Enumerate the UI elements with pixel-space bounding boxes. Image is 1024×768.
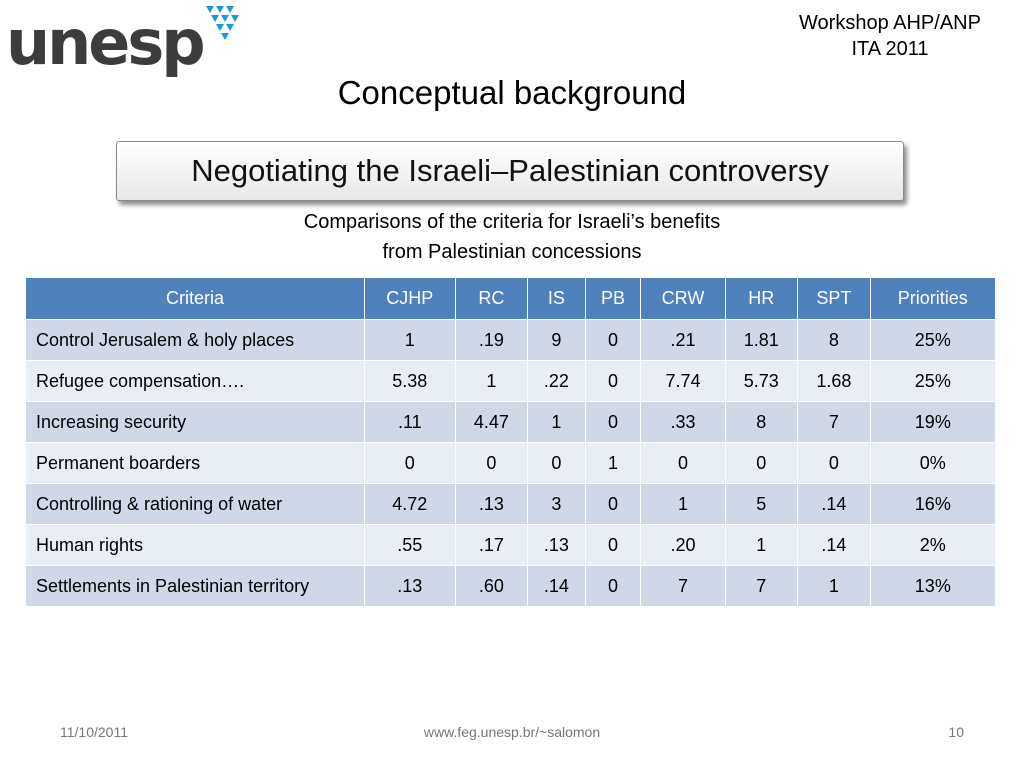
workshop-line-1: Workshop AHP/ANP	[799, 12, 981, 34]
col-header-priorities: Priorities	[869, 277, 997, 320]
cell-rc: .17	[454, 524, 529, 566]
cell-pb: 0	[584, 319, 642, 361]
caption-line-1: Comparisons of the criteria for Israeli’…	[303, 211, 721, 233]
cell-rc: .60	[454, 565, 529, 607]
cell-rc: 1	[454, 360, 529, 402]
cell-spt: 7	[797, 401, 871, 443]
cell-pb: 1	[584, 442, 642, 484]
slide-title: Conceptual background	[337, 74, 687, 111]
cell-crw: 7	[640, 565, 726, 607]
cell-hr: 0	[724, 442, 799, 484]
cell-priority: 25%	[869, 360, 997, 402]
cell-cjhp: 1	[364, 319, 456, 361]
slide-number: 10	[948, 724, 964, 740]
cell-rc: .13	[454, 483, 529, 525]
cell-spt: 0	[797, 442, 871, 484]
row-criteria: Refugee compensation….	[25, 360, 365, 402]
table-caption: Comparisons of the criteria for Israeli’…	[0, 207, 1024, 267]
col-header-criteria: Criteria	[25, 277, 365, 320]
table-row: Settlements in Palestinian territory .13…	[25, 565, 997, 607]
footer-date: 11/10/2011	[60, 724, 128, 740]
row-criteria: Controlling & rationing of water	[25, 483, 365, 525]
table-header-row: Criteria CJHP RC IS PB CRW HR SPT Priori…	[25, 277, 997, 320]
col-header-is: IS	[527, 277, 586, 320]
table-row: Control Jerusalem & holy places 1 .19 9 …	[25, 319, 997, 361]
topic-banner: Negotiating the Israeli–Palestinian cont…	[116, 141, 904, 201]
row-criteria: Control Jerusalem & holy places	[25, 319, 365, 361]
cell-rc: 0	[454, 442, 529, 484]
cell-priority: 13%	[869, 565, 997, 607]
cell-cjhp: .11	[364, 401, 456, 443]
row-criteria: Settlements in Palestinian territory	[25, 565, 365, 607]
table-row: Refugee compensation…. 5.38 1 .22 0 7.74…	[25, 360, 997, 402]
cell-hr: 7	[724, 565, 799, 607]
cell-hr: 1.81	[724, 319, 799, 361]
col-header-hr: HR	[724, 277, 799, 320]
caption-line-2: from Palestinian concessions	[382, 241, 642, 263]
cell-hr: 1	[724, 524, 799, 566]
cell-crw: .20	[640, 524, 726, 566]
cell-is: .14	[527, 565, 586, 607]
workshop-label: Workshop AHP/ANP ITA 2011	[770, 10, 1010, 62]
cell-pb: 0	[584, 360, 642, 402]
cell-is: 9	[527, 319, 586, 361]
cell-spt: 1.68	[797, 360, 871, 402]
cell-is: .13	[527, 524, 586, 566]
cell-priority: 16%	[869, 483, 997, 525]
cell-is: 0	[527, 442, 586, 484]
banner-text: Negotiating the Israeli–Palestinian cont…	[191, 153, 829, 188]
cell-cjhp: 0	[364, 442, 456, 484]
comparison-table: Criteria CJHP RC IS PB CRW HR SPT Priori…	[25, 277, 997, 607]
logo-triangles-icon	[206, 6, 239, 40]
unesp-logo: unesp	[6, 4, 246, 84]
cell-hr: 5.73	[724, 360, 799, 402]
cell-crw: 7.74	[640, 360, 726, 402]
cell-spt: .14	[797, 483, 871, 525]
cell-pb: 0	[584, 401, 642, 443]
cell-rc: .19	[454, 319, 529, 361]
cell-spt: 8	[797, 319, 871, 361]
cell-pb: 0	[584, 524, 642, 566]
table-row: Permanent boarders 0 0 0 1 0 0 0 0%	[25, 442, 997, 484]
cell-crw: 1	[640, 483, 726, 525]
cell-priority: 0%	[869, 442, 997, 484]
cell-pb: 0	[584, 483, 642, 525]
col-header-crw: CRW	[640, 277, 726, 320]
cell-is: .22	[527, 360, 586, 402]
workshop-line-2: ITA 2011	[851, 38, 929, 60]
cell-priority: 2%	[869, 524, 997, 566]
cell-crw: .33	[640, 401, 726, 443]
cell-spt: 1	[797, 565, 871, 607]
cell-priority: 19%	[869, 401, 997, 443]
cell-crw: .21	[640, 319, 726, 361]
cell-spt: .14	[797, 524, 871, 566]
col-header-spt: SPT	[797, 277, 871, 320]
cell-pb: 0	[584, 565, 642, 607]
cell-rc: 4.47	[454, 401, 529, 443]
table-row: Human rights .55 .17 .13 0 .20 1 .14 2%	[25, 524, 997, 566]
cell-is: 1	[527, 401, 586, 443]
col-header-rc: RC	[454, 277, 529, 320]
table-row: Controlling & rationing of water 4.72 .1…	[25, 483, 997, 525]
cell-hr: 8	[724, 401, 799, 443]
row-criteria: Human rights	[25, 524, 365, 566]
col-header-cjhp: CJHP	[364, 277, 456, 320]
cell-cjhp: 5.38	[364, 360, 456, 402]
logo-wordmark: unesp	[6, 6, 206, 79]
cell-hr: 5	[724, 483, 799, 525]
cell-cjhp: .55	[364, 524, 456, 566]
cell-is: 3	[527, 483, 586, 525]
footer-url: www.feg.unesp.br/~salomon	[423, 724, 601, 740]
cell-cjhp: .13	[364, 565, 456, 607]
col-header-pb: PB	[584, 277, 642, 320]
row-criteria: Permanent boarders	[25, 442, 365, 484]
cell-priority: 25%	[869, 319, 997, 361]
row-criteria: Increasing security	[25, 401, 365, 443]
cell-crw: 0	[640, 442, 726, 484]
table-row: Increasing security .11 4.47 1 0 .33 8 7…	[25, 401, 997, 443]
cell-cjhp: 4.72	[364, 483, 456, 525]
